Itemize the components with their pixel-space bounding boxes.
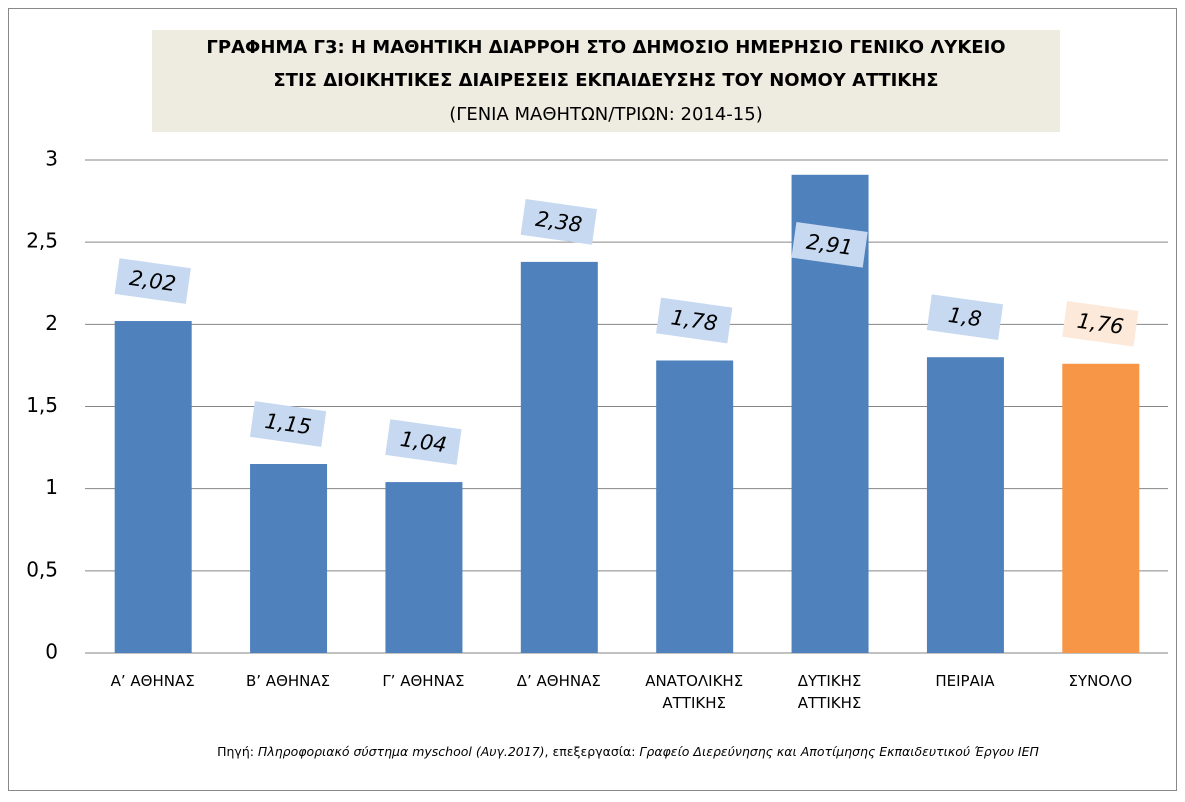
- source-part: Γραφείο Διερεύνησης και Αποτίμησης Εκπαι…: [639, 744, 1039, 759]
- chart-title: ΣΤΙΣ ΔΙΟΙΚΗΤΙΚΕΣ ΔΙΑΙΡΕΣΕΙΣ ΕΚΠΑΙΔΕΥΣΗΣ …: [273, 70, 938, 91]
- title-box: [152, 30, 1060, 132]
- x-tick-label: ΑΝΑΤΟΛΙΚΗΣ ΑΤΤΙΚΗΣ: [645, 672, 744, 712]
- value-label: 1,76: [1062, 300, 1139, 347]
- y-tick-label: 0: [45, 640, 58, 664]
- chart-title: ΓΡΑΦΗΜΑ Γ3: Η ΜΑΘΗΤΙΚΗ ΔΙΑΡΡΟΗ ΣΤΟ ΔΗΜΟΣ…: [206, 37, 1005, 58]
- y-tick-label: 1,5: [26, 393, 58, 417]
- x-tick-label: Γ’ ΑΘΗΝΑΣ: [382, 672, 465, 690]
- value-label-box: [114, 258, 191, 304]
- bar: [385, 482, 463, 653]
- bar: [250, 464, 328, 653]
- value-label-box: [520, 199, 597, 245]
- x-tick-label: ΣΥΝΟΛΟ: [1068, 672, 1133, 690]
- y-tick-label: 3: [45, 147, 58, 171]
- value-label: 1,15: [249, 401, 327, 447]
- bar: [926, 357, 1004, 653]
- x-tick-label: ΔΥΤΙΚΗΣ ΑΤΤΙΚΗΣ: [797, 672, 862, 712]
- y-tick-label: 2,5: [26, 229, 58, 253]
- source-part: , επεξεργασία:: [545, 744, 640, 759]
- value-label: 2,38: [520, 199, 597, 245]
- value-label-box: [1062, 300, 1139, 347]
- value-label-box: [385, 419, 462, 465]
- x-tick-label: ΠΕΙΡΑΙΑ: [935, 672, 995, 690]
- bar: [520, 261, 598, 653]
- y-tick-label: 0,5: [26, 557, 58, 581]
- value-label: 2,91: [791, 221, 868, 268]
- source-part: Πηγή:: [217, 744, 258, 759]
- value-label-text: 1,8: [947, 303, 983, 331]
- value-label: 1,8: [926, 294, 1004, 341]
- bar: [656, 360, 734, 653]
- y-tick-label: 1: [45, 475, 58, 499]
- value-label-box: [249, 401, 327, 447]
- value-label: 1,04: [385, 419, 462, 465]
- value-label-box: [791, 221, 868, 268]
- y-tick-label: 2: [45, 311, 58, 335]
- value-label-box: [926, 294, 1004, 341]
- source-note: Πηγή: Πληροφοριακό σύστημα myschool (Αυγ…: [217, 744, 1039, 759]
- chart-subtitle: (ΓΕΝΙΑ ΜΑΘΗΤΩΝ/ΤΡΙΩΝ: 2014-15): [449, 104, 762, 125]
- bar: [1062, 363, 1140, 653]
- value-label-box: [656, 297, 733, 344]
- x-tick-label: Δ’ ΑΘΗΝΑΣ: [516, 672, 601, 690]
- value-label: 1,78: [656, 297, 733, 344]
- x-tick-label: Β’ ΑΘΗΝΑΣ: [245, 672, 331, 690]
- source-part: Πληροφοριακό σύστημα myschool (Αυγ.2017): [258, 744, 545, 759]
- value-label: 2,02: [114, 258, 191, 304]
- bar: [114, 321, 192, 653]
- x-tick-label: Α’ ΑΘΗΝΑΣ: [110, 672, 195, 690]
